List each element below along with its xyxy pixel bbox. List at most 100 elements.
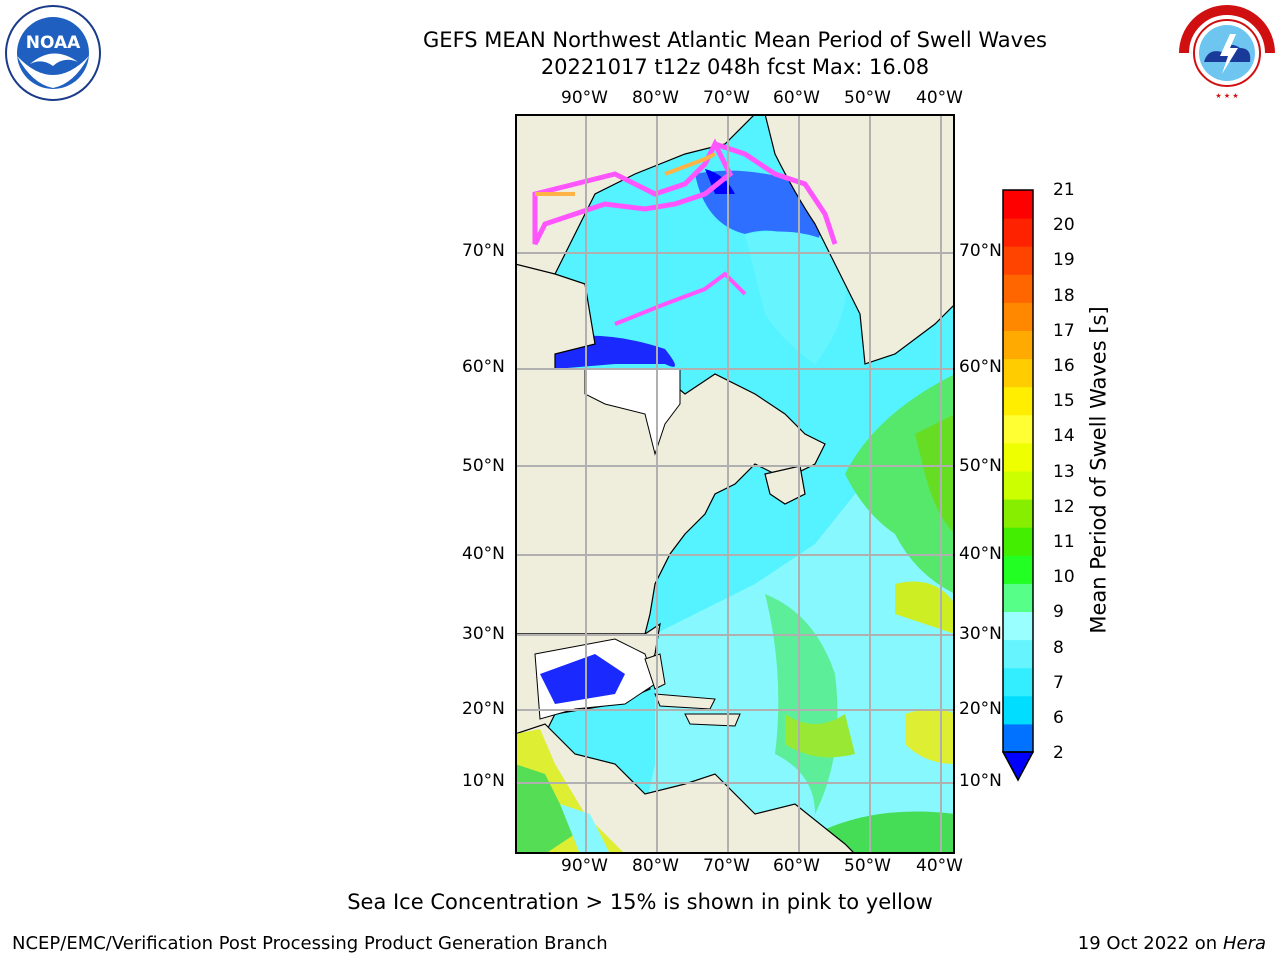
swell-region-gulf bbox=[540, 654, 625, 704]
map-panel bbox=[514, 113, 956, 855]
colorbar-tick-12: 12 bbox=[1053, 496, 1075, 517]
swell-region-12s-b bbox=[785, 714, 855, 758]
colorbar-segment bbox=[1003, 527, 1033, 556]
swell-region-labrador bbox=[745, 231, 847, 364]
footer-host: Hera bbox=[1222, 933, 1266, 954]
map-subtitle: 20221017 t12z 048h fcst Max: 16.08 bbox=[540, 55, 930, 79]
map-title: GEFS MEAN Northwest Atlantic Mean Period… bbox=[423, 28, 1047, 52]
colorbar-frame bbox=[1002, 189, 1034, 753]
sea-ice-orange bbox=[664, 152, 716, 176]
lon-label-bottom-90w: 90°W bbox=[561, 856, 608, 876]
lon-label-bottom-50w: 50°W bbox=[844, 856, 891, 876]
colorbar-segment bbox=[1003, 695, 1033, 725]
colorbar-segment bbox=[1003, 246, 1033, 275]
land-north-america bbox=[514, 263, 826, 635]
lat-label-right-20n: 20°N bbox=[959, 699, 1002, 719]
lon-label-top-70w: 70°W bbox=[703, 88, 750, 108]
land-hispaniola bbox=[684, 713, 741, 727]
land-newfoundland bbox=[764, 465, 806, 505]
lat-label-left-50n: 50°N bbox=[462, 456, 505, 476]
sea-ice-baffin bbox=[714, 141, 838, 245]
lat-label-right-60n: 60°N bbox=[959, 357, 1002, 377]
colorbar-segment bbox=[1003, 302, 1033, 331]
colorbar-segment bbox=[1003, 667, 1033, 697]
swell-region-13s bbox=[905, 709, 955, 764]
swell-period-map bbox=[514, 113, 956, 855]
lon-label-bottom-70w: 70°W bbox=[703, 856, 750, 876]
land-greenland bbox=[764, 113, 956, 365]
colorbar-segment bbox=[1003, 274, 1033, 303]
colorbar-tick-21: 21 bbox=[1053, 180, 1075, 200]
colorbar-tick-7: 7 bbox=[1053, 672, 1064, 693]
lon-label-bottom-60w: 60°W bbox=[773, 856, 820, 876]
colorbar-segment bbox=[1003, 471, 1033, 500]
colorbar-tick-18: 18 bbox=[1053, 285, 1075, 306]
colorbar-segment bbox=[1003, 190, 1033, 219]
colorbar-segment bbox=[1003, 639, 1033, 669]
swell-region-pacific-green bbox=[515, 764, 575, 854]
colorbar-tick-15: 15 bbox=[1053, 391, 1075, 412]
colorbar-tick-10: 10 bbox=[1053, 567, 1075, 588]
lat-label-left-20n: 20°N bbox=[462, 699, 505, 719]
sea-ice-note: Sea Ice Concentration > 15% is shown in … bbox=[347, 890, 933, 914]
colorbar-segment bbox=[1003, 555, 1033, 584]
colorbar-segment bbox=[1003, 611, 1033, 641]
colorbar-svg bbox=[1001, 189, 1035, 782]
footer-branch: NCEP/EMC/Verification Post Processing Pr… bbox=[12, 933, 608, 954]
colorbar-extension bbox=[1001, 751, 1035, 782]
colorbar-segment bbox=[1003, 723, 1033, 753]
colorbar-tick-14: 14 bbox=[1053, 426, 1075, 447]
swell-region-10s-b bbox=[815, 811, 955, 854]
lon-label-bottom-80w: 80°W bbox=[632, 856, 679, 876]
land-florida bbox=[644, 653, 666, 690]
colorbar-tick-2: 2 bbox=[1053, 743, 1064, 764]
lat-label-right-10n: 10°N bbox=[959, 771, 1002, 791]
sea-ice-arctic bbox=[532, 138, 734, 246]
lon-label-top-60w: 60°W bbox=[773, 88, 820, 108]
swell-region-11s bbox=[915, 414, 955, 534]
lat-label-left-30n: 30°N bbox=[462, 624, 505, 644]
colorbar-tick-8: 8 bbox=[1053, 637, 1064, 658]
colorbar-segment bbox=[1003, 414, 1033, 444]
lat-label-left-70n: 70°N bbox=[462, 241, 505, 261]
footer-date: 19 Oct 2022 on Hera bbox=[1078, 933, 1266, 954]
footer-date-text: 19 Oct 2022 on bbox=[1077, 933, 1223, 954]
colorbar-tick-6: 6 bbox=[1053, 708, 1064, 728]
lon-label-bottom-40w: 40°W bbox=[916, 856, 963, 876]
lat-label-left-10n: 10°N bbox=[462, 771, 505, 791]
lat-label-left-60n: 60°N bbox=[462, 357, 505, 377]
colorbar-tick-13: 13 bbox=[1053, 461, 1075, 482]
lon-label-top-50w: 50°W bbox=[844, 88, 891, 108]
lon-label-top-40w: 40°W bbox=[916, 88, 963, 108]
colorbar-tick-20: 20 bbox=[1053, 215, 1075, 236]
colorbar bbox=[1001, 188, 1035, 784]
colorbar-segment bbox=[1003, 499, 1033, 528]
colorbar-segment bbox=[1003, 583, 1033, 612]
colorbar-tick-17: 17 bbox=[1053, 320, 1075, 341]
graticule bbox=[515, 114, 955, 854]
noaa-logo: NOAA bbox=[4, 4, 102, 102]
colorbar-segment bbox=[1003, 330, 1033, 360]
colorbar-tick-9: 9 bbox=[1053, 602, 1064, 623]
lat-label-left-40n: 40°N bbox=[462, 544, 505, 564]
colorbar-tick-19: 19 bbox=[1053, 250, 1075, 271]
lon-label-top-90w: 90°W bbox=[561, 88, 608, 108]
colorbar-label: Mean Period of Swell Waves [s] bbox=[1086, 306, 1111, 634]
noaa-logo-text: NOAA bbox=[26, 33, 81, 53]
lat-label-right-70n: 70°N bbox=[959, 241, 1002, 261]
sea-ice-hudson-strait bbox=[614, 271, 747, 326]
lon-label-top-80w: 80°W bbox=[632, 88, 679, 108]
lat-label-right-50n: 50°N bbox=[959, 456, 1002, 476]
colorbar-tick-11: 11 bbox=[1053, 532, 1075, 552]
swell-region-9s bbox=[765, 594, 838, 814]
colorbar-tick-16: 16 bbox=[1053, 356, 1075, 376]
colorbar-segment bbox=[1003, 218, 1033, 247]
colorbar-segment bbox=[1003, 442, 1033, 472]
lat-label-right-30n: 30°N bbox=[959, 624, 1002, 644]
lat-label-right-40n: 40°N bbox=[959, 544, 1002, 564]
colorbar-segment bbox=[1003, 358, 1033, 388]
colorbar-segment bbox=[1003, 386, 1033, 416]
nws-logo: ★ ★ ★ bbox=[1178, 4, 1276, 102]
map-frame bbox=[515, 114, 955, 854]
svg-text:★ ★ ★: ★ ★ ★ bbox=[1215, 92, 1238, 100]
